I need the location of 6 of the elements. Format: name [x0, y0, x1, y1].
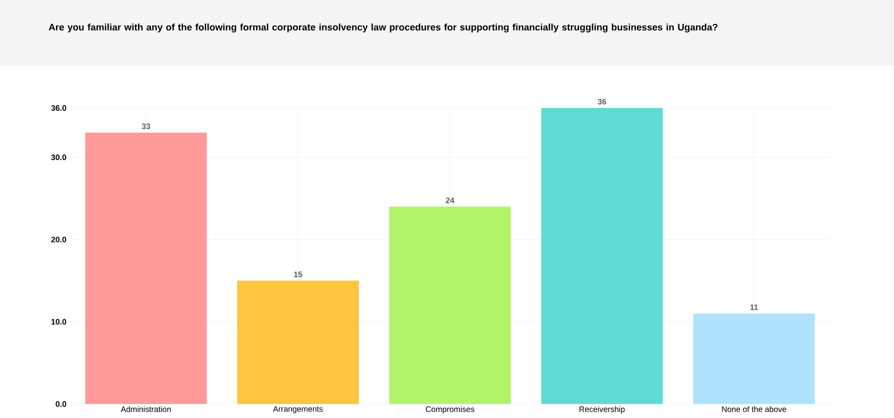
bar [541, 108, 663, 404]
chart-title: Are you familiar with any of the following formal corporate insolvency law procedures for supporting financially struggling businesses in Uganda? [48, 24, 718, 32]
bar [693, 314, 815, 404]
bar [237, 280, 359, 404]
bar [85, 132, 207, 404]
bar [389, 206, 511, 404]
